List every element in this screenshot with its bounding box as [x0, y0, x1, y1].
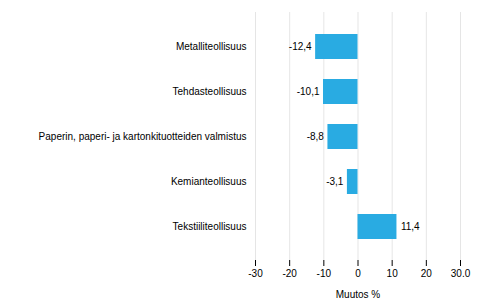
- svg-text:-10: -10: [317, 268, 332, 279]
- svg-text:-8,8: -8,8: [307, 131, 325, 142]
- svg-text:-30: -30: [248, 268, 263, 279]
- svg-text:20: 20: [421, 268, 433, 279]
- svg-text:-3,1: -3,1: [326, 176, 344, 187]
- svg-text:Metalliteollisuus: Metalliteollisuus: [176, 41, 247, 52]
- svg-text:0: 0: [355, 268, 361, 279]
- svg-text:-10,1: -10,1: [297, 86, 320, 97]
- svg-text:Tekstiiliteollisuus: Tekstiiliteollisuus: [173, 221, 247, 232]
- svg-text:30.0: 30.0: [451, 268, 471, 279]
- svg-text:Kemianteollisuus: Kemianteollisuus: [171, 176, 247, 187]
- svg-text:-12,4: -12,4: [289, 41, 312, 52]
- svg-text:Paperin, paperi- ja kartonkitu: Paperin, paperi- ja kartonkituotteiden v…: [39, 131, 247, 142]
- svg-text:-20: -20: [282, 268, 297, 279]
- svg-text:Muutos %: Muutos %: [336, 289, 381, 300]
- svg-text:10: 10: [387, 268, 399, 279]
- svg-text:11,4: 11,4: [401, 221, 420, 232]
- svg-text:Tehdasteollisuus: Tehdasteollisuus: [173, 86, 247, 97]
